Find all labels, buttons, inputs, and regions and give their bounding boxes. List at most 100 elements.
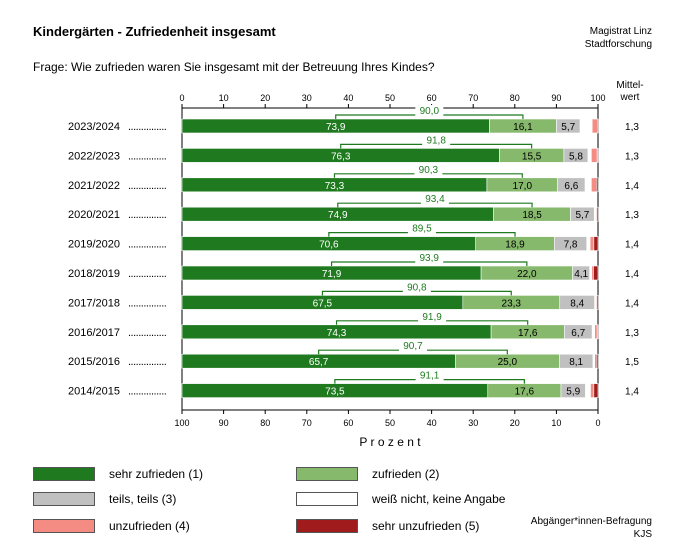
combined-label: 90,0 [420, 106, 440, 117]
combined-label: 91,9 [422, 312, 442, 323]
data-label: 6,6 [564, 181, 578, 192]
bar-segment [591, 148, 598, 163]
category-leader-dots: ............... [128, 297, 167, 309]
bar-segment [596, 177, 599, 193]
survey-note-line-1: Abgänger*innen-Befragung [530, 516, 652, 527]
data-label: 73,9 [326, 122, 346, 133]
mean-value: 1,4 [625, 240, 639, 251]
bar-segment [586, 236, 591, 251]
category-leader-dots: ............... [128, 209, 167, 221]
category-leader-dots: ............... [128, 268, 167, 280]
bottom-tick-label: 90 [219, 418, 229, 428]
category-label: 2016/2017 [68, 327, 120, 339]
bar-segment [596, 353, 599, 369]
bar-segment [591, 118, 599, 134]
mean-value: 1,3 [625, 122, 639, 133]
bar-segment [596, 295, 599, 310]
source-line-2: Stadtforschung [584, 39, 652, 50]
top-tick-label: 60 [427, 93, 437, 103]
top-tick-label: 80 [510, 93, 520, 103]
legend-label-zufrieden: zufrieden (2) [372, 467, 440, 481]
bar-segment [593, 236, 599, 251]
data-label: 17,6 [518, 328, 538, 339]
data-label: 23,3 [502, 298, 522, 309]
bar-segment [591, 324, 595, 340]
combined-label: 93,4 [425, 194, 445, 205]
bottom-tick-label: 30 [468, 418, 478, 428]
bar-segment [590, 383, 595, 398]
category-label: 2018/2019 [68, 268, 120, 280]
legend-swatch-weiss-nicht [296, 492, 358, 506]
bar-segment [589, 265, 593, 281]
combined-label-bg [415, 105, 444, 116]
chart-title: Kindergärten - Zufriedenheit insgesamt [33, 24, 276, 39]
top-tick-label: 0 [179, 93, 184, 103]
top-tick-label: 50 [385, 93, 395, 103]
bar-segment [596, 324, 599, 340]
data-label: 73,3 [325, 181, 345, 192]
data-label: 7,8 [564, 240, 578, 251]
combined-label: 90,3 [419, 165, 439, 176]
mean-value: 1,5 [625, 357, 639, 368]
bottom-tick-label: 0 [595, 418, 600, 428]
top-tick-label: 100 [590, 93, 605, 103]
bar-segment [593, 265, 599, 281]
data-label: 65,7 [309, 357, 329, 368]
bar-segment [585, 383, 591, 398]
combined-label-bg [402, 281, 431, 293]
legend-label-teils: teils, teils (3) [109, 492, 177, 506]
survey-note: Abgänger*innen-Befragung KJS [531, 515, 652, 541]
combined-label: 91,1 [420, 371, 440, 382]
combined-label-bg [422, 134, 451, 146]
category-leader-dots: ............... [128, 121, 167, 133]
category-label: 2021/2022 [68, 180, 120, 192]
bar-segment [596, 148, 599, 163]
bar-segment [594, 324, 598, 340]
legend-swatch-zufrieden [296, 467, 358, 481]
x-axis-label: P r o z e n t [359, 435, 421, 449]
top-tick-label: 90 [551, 93, 561, 103]
mean-value: 1,3 [625, 328, 639, 339]
data-label: 71,9 [322, 269, 342, 280]
data-label: 70,6 [319, 240, 339, 251]
legend-label-weiss-nicht: weiß nicht, keine Angabe [372, 492, 506, 506]
combined-label-bg [420, 193, 449, 205]
data-label: 74,9 [328, 210, 348, 221]
bar-segment [596, 206, 599, 222]
legend-label-sehr-unzufrieden: sehr unzufrieden (5) [372, 519, 480, 533]
combined-label: 89,5 [412, 224, 432, 235]
legend-swatch-unzufrieden [33, 519, 95, 533]
bar-segment [591, 177, 597, 193]
bottom-tick-label: 50 [385, 418, 395, 428]
bar-segment [584, 177, 592, 193]
data-label: 15,5 [522, 151, 542, 162]
category-label: 2019/2020 [68, 239, 120, 251]
legend-item-weiss-nicht: weiß nicht, keine Angabe [296, 491, 505, 507]
bottom-tick-label: 70 [302, 418, 312, 428]
combined-label: 93,9 [419, 253, 439, 264]
data-label: 5,9 [566, 387, 580, 398]
data-label: 4,1 [574, 269, 588, 280]
data-label: 6,7 [571, 328, 585, 339]
mean-value: 1,4 [625, 387, 639, 398]
data-label: 18,9 [505, 240, 525, 251]
top-tick-label: 10 [219, 93, 229, 103]
bottom-tick-label: 60 [343, 418, 353, 428]
bottom-tick-label: 100 [174, 418, 189, 428]
source-note: Magistrat Linz Stadtforschung [585, 25, 652, 51]
mean-header-line-2: wert [620, 92, 640, 103]
data-label: 73,5 [325, 387, 345, 398]
top-tick-label: 40 [343, 93, 353, 103]
mean-value: 1,4 [625, 269, 639, 280]
category-label: 2015/2016 [68, 356, 120, 368]
category-leader-dots: ............... [128, 327, 167, 339]
top-tick-label: 70 [468, 93, 478, 103]
top-tick-label: 30 [302, 93, 312, 103]
bottom-tick-label: 20 [510, 418, 520, 428]
combined-label: 90,8 [407, 282, 427, 293]
category-leader-dots: ............... [128, 180, 167, 192]
combined-label-bg [418, 310, 447, 322]
legend-item-unzufrieden: unzufrieden (4) [33, 518, 190, 534]
top-tick-label: 20 [260, 93, 270, 103]
